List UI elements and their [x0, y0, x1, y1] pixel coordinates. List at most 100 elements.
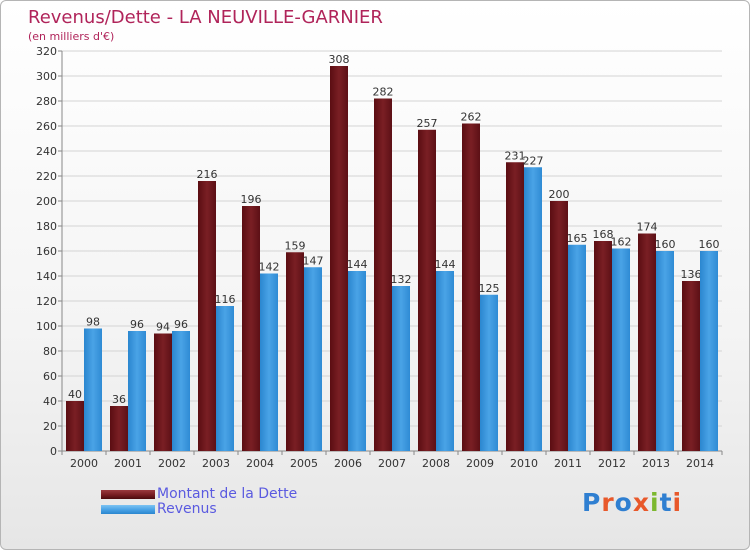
y-tick-label: 260 — [36, 120, 57, 133]
y-tick-label: 0 — [50, 445, 57, 458]
bar-revenus — [392, 286, 410, 451]
bar-revenus — [304, 267, 322, 451]
data-label-dette: 231 — [505, 149, 526, 162]
data-label-dette: 40 — [68, 388, 82, 401]
legend-label-dette: Montant de la Dette — [157, 486, 298, 502]
bar-revenus — [656, 251, 674, 451]
logo-letter: r — [601, 488, 615, 517]
bar-dette — [418, 129, 436, 451]
bar-revenus — [84, 328, 102, 451]
chart-subtitle: (en milliers d'€) — [28, 30, 115, 43]
data-label-revenus: 96 — [174, 318, 188, 331]
bar-revenus — [260, 273, 278, 451]
bar-revenus — [524, 167, 542, 451]
legend-label-revenus: Revenus — [157, 501, 217, 517]
x-tick-label: 2003 — [202, 457, 230, 470]
data-label-revenus: 132 — [391, 273, 412, 286]
bar-dette — [242, 206, 260, 451]
bar-dette — [506, 162, 524, 451]
y-tick-label: 300 — [36, 70, 57, 83]
bar-dette — [638, 233, 656, 451]
data-label-dette: 174 — [637, 221, 658, 234]
bar-dette — [330, 66, 348, 451]
data-label-dette: 200 — [549, 188, 570, 201]
data-label-dette: 159 — [285, 239, 306, 252]
y-tick-label: 240 — [36, 145, 57, 158]
x-tick-label: 2011 — [554, 457, 582, 470]
y-tick-label: 40 — [43, 395, 57, 408]
data-label-revenus: 227 — [523, 154, 544, 167]
chart-title: Revenus/Dette - LA NEUVILLE-GARNIER — [28, 7, 383, 28]
logo-letter: P — [582, 488, 602, 517]
logo-letter: i — [672, 488, 683, 517]
data-label-revenus: 160 — [699, 238, 720, 251]
data-label-dette: 282 — [373, 86, 394, 99]
bar-dette — [374, 98, 392, 451]
bar-revenus — [128, 331, 146, 451]
legend-swatch-dette — [101, 490, 155, 499]
y-tick-label: 20 — [43, 420, 57, 433]
bar-dette — [154, 333, 172, 451]
data-label-dette: 257 — [417, 117, 438, 130]
x-tick-label: 2009 — [466, 457, 494, 470]
data-label-revenus: 144 — [435, 258, 456, 271]
bar-dette — [682, 281, 700, 451]
y-tick-label: 320 — [36, 45, 57, 58]
logo-letter: i — [650, 488, 660, 517]
data-label-revenus: 116 — [215, 293, 236, 306]
bar-dette — [110, 406, 128, 451]
y-tick-label: 180 — [36, 220, 57, 233]
data-label-dette: 168 — [593, 228, 614, 241]
logo-letter: x — [632, 488, 650, 517]
data-label-dette: 36 — [112, 393, 126, 406]
x-tick-label: 2007 — [378, 457, 406, 470]
data-label-revenus: 125 — [479, 282, 500, 295]
x-tick-label: 2010 — [510, 457, 538, 470]
data-label-revenus: 160 — [655, 238, 676, 251]
bar-dette — [462, 123, 480, 451]
y-tick-label: 100 — [36, 320, 57, 333]
x-tick-label: 2008 — [422, 457, 450, 470]
y-tick-label: 120 — [36, 295, 57, 308]
data-label-revenus: 142 — [259, 261, 280, 274]
bar-revenus — [436, 271, 454, 451]
x-tick-label: 2002 — [158, 457, 186, 470]
y-tick-label: 80 — [43, 345, 57, 358]
x-tick-label: 2012 — [598, 457, 626, 470]
bar-dette — [198, 181, 216, 451]
bar-revenus — [612, 248, 630, 451]
x-tick-label: 2013 — [642, 457, 670, 470]
data-label-revenus: 144 — [347, 258, 368, 271]
bar-dette — [286, 252, 304, 451]
y-tick-label: 60 — [43, 370, 57, 383]
proxiti-logo: Proxiti — [582, 488, 682, 517]
y-tick-label: 200 — [36, 195, 57, 208]
bar-revenus — [348, 271, 366, 451]
data-label-revenus: 96 — [130, 318, 144, 331]
data-label-revenus: 162 — [611, 236, 632, 249]
data-label-revenus: 98 — [86, 316, 100, 329]
bar-dette — [594, 241, 612, 451]
data-label-dette: 262 — [461, 111, 482, 124]
y-tick-label: 140 — [36, 270, 57, 283]
bar-revenus — [700, 251, 718, 451]
logo-letter: t — [659, 488, 673, 517]
data-label-revenus: 147 — [303, 254, 324, 267]
y-tick-label: 220 — [36, 170, 57, 183]
x-tick-label: 2000 — [70, 457, 98, 470]
data-label-dette: 308 — [329, 53, 350, 66]
x-tick-label: 2001 — [114, 457, 142, 470]
legend-swatch-revenus — [101, 505, 155, 514]
x-tick-label: 2004 — [246, 457, 274, 470]
data-label-dette: 196 — [241, 193, 262, 206]
data-label-dette: 136 — [681, 268, 702, 281]
data-label-dette: 94 — [156, 321, 170, 334]
x-tick-label: 2014 — [686, 457, 714, 470]
bar-dette — [550, 201, 568, 451]
x-tick-label: 2005 — [290, 457, 318, 470]
data-label-revenus: 165 — [567, 232, 588, 245]
bar-revenus — [216, 306, 234, 451]
x-tick-label: 2006 — [334, 457, 362, 470]
